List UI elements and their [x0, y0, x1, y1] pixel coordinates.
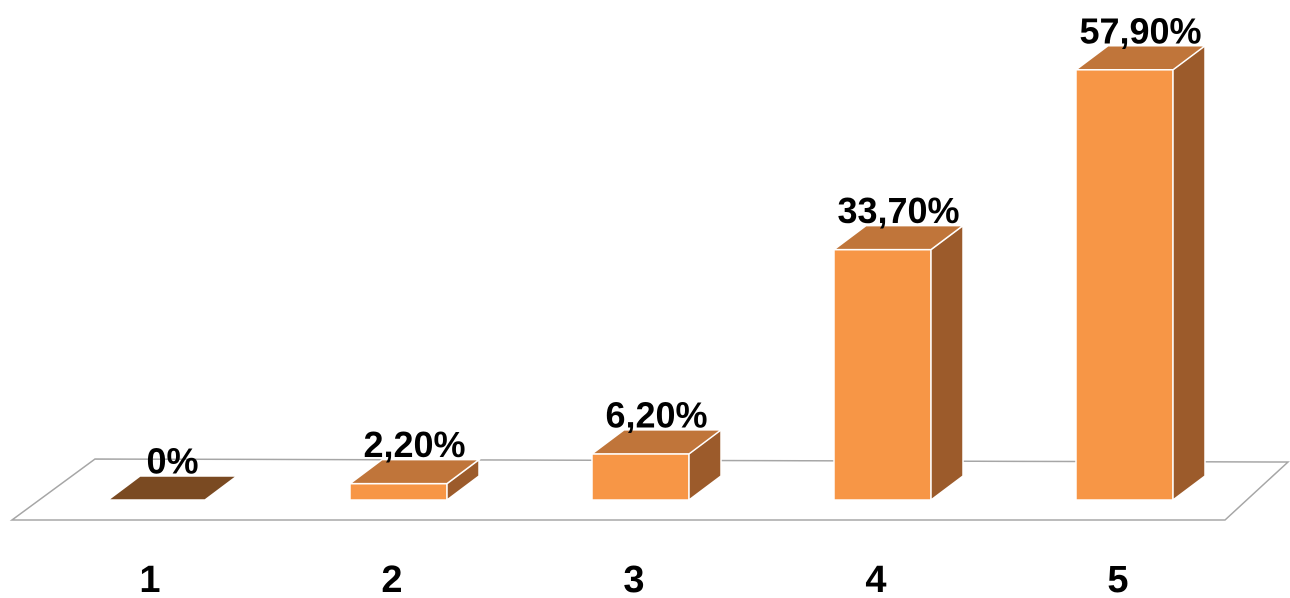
bar-top	[347, 458, 482, 485]
x-tick-label: 4	[865, 559, 886, 598]
bar-front	[1075, 69, 1174, 501]
value-label: 0%	[146, 441, 198, 482]
x-tick-label: 3	[623, 559, 644, 598]
bar-top	[105, 475, 240, 501]
value-label: 2,20%	[363, 424, 465, 465]
x-tick-label: 1	[139, 559, 160, 598]
bar-top	[1073, 45, 1208, 71]
value-label: 33,70%	[837, 190, 959, 231]
bar-side	[930, 224, 964, 502]
value-label: 6,20%	[605, 394, 707, 435]
bar-front	[349, 482, 448, 501]
bar-side	[1172, 44, 1206, 502]
bar-front	[833, 248, 932, 501]
bar-front	[591, 453, 690, 501]
value-label: 57,90%	[1079, 10, 1201, 51]
x-tick-label: 2	[381, 559, 402, 598]
x-tick-label: 5	[1107, 559, 1128, 598]
bar-top	[831, 224, 966, 251]
bar-top	[589, 429, 724, 455]
